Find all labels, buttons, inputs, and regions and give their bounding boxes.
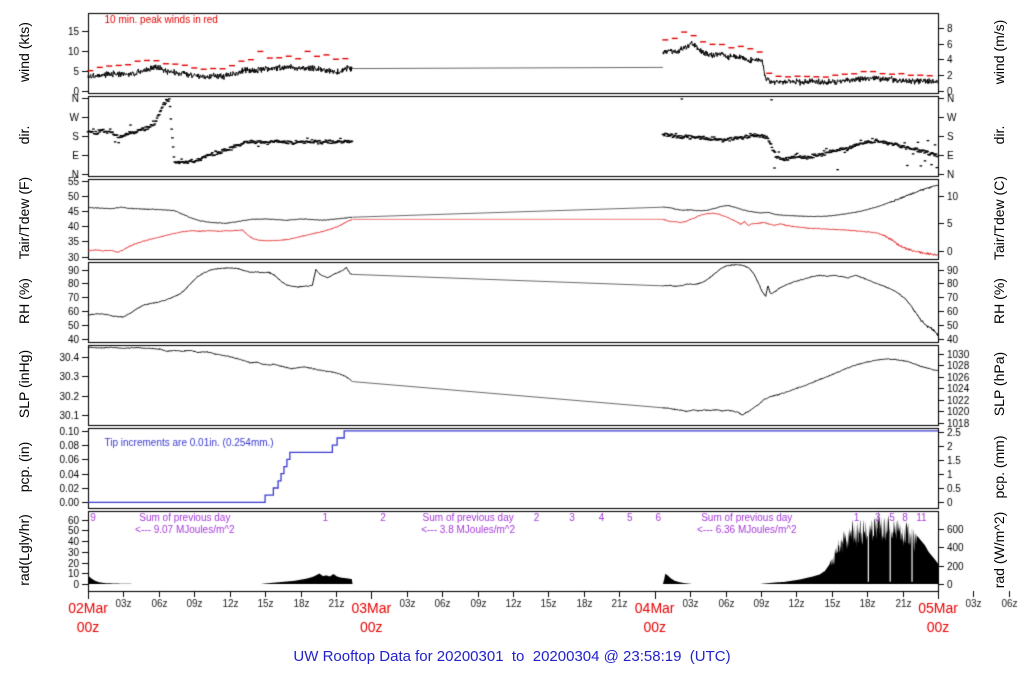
chart-title: UW Rooftop Data for 20200301 to 20200304… bbox=[293, 648, 731, 665]
ylabel-right-rad: rad (W/m^2) bbox=[991, 511, 1007, 589]
ylabel-left-rad: rad(Lgly/hr) bbox=[16, 514, 32, 586]
